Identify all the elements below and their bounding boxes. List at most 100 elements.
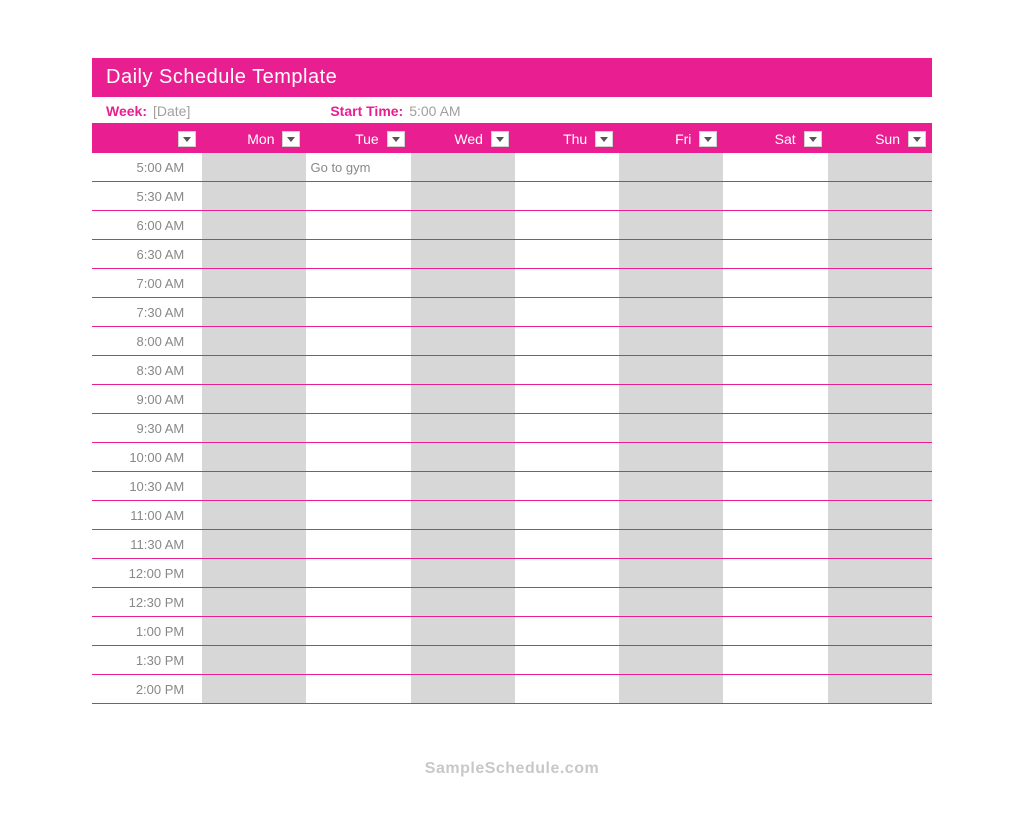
schedule-cell[interactable] [202,559,306,588]
schedule-cell[interactable] [828,327,932,356]
schedule-cell[interactable] [619,646,723,675]
schedule-cell[interactable] [619,182,723,211]
schedule-cell[interactable] [306,327,410,356]
schedule-cell[interactable] [723,472,827,501]
schedule-cell[interactable] [723,269,827,298]
schedule-cell[interactable] [619,385,723,414]
schedule-cell[interactable] [411,211,515,240]
schedule-cell[interactable] [619,269,723,298]
schedule-cell[interactable] [723,298,827,327]
schedule-cell[interactable] [619,472,723,501]
filter-dropdown-icon[interactable] [282,131,300,147]
schedule-cell[interactable] [202,269,306,298]
schedule-cell[interactable] [411,472,515,501]
filter-dropdown-icon[interactable] [699,131,717,147]
schedule-cell[interactable] [411,385,515,414]
schedule-cell[interactable] [202,182,306,211]
schedule-cell[interactable] [515,298,619,327]
schedule-cell[interactable] [202,385,306,414]
schedule-cell[interactable] [411,356,515,385]
schedule-cell[interactable] [515,211,619,240]
schedule-cell[interactable] [411,443,515,472]
schedule-cell[interactable] [202,501,306,530]
schedule-cell[interactable] [619,617,723,646]
schedule-cell[interactable] [619,298,723,327]
filter-dropdown-icon[interactable] [908,131,926,147]
schedule-cell[interactable] [515,588,619,617]
schedule-cell[interactable] [306,211,410,240]
schedule-cell[interactable] [828,559,932,588]
schedule-cell[interactable] [515,501,619,530]
schedule-cell[interactable] [411,559,515,588]
schedule-cell[interactable] [619,501,723,530]
schedule-cell[interactable] [619,414,723,443]
schedule-cell[interactable] [202,153,306,182]
schedule-cell[interactable] [202,530,306,559]
schedule-cell[interactable] [828,530,932,559]
schedule-cell[interactable] [828,443,932,472]
schedule-cell[interactable] [411,530,515,559]
schedule-cell[interactable] [515,530,619,559]
schedule-cell[interactable] [723,501,827,530]
schedule-cell[interactable] [306,472,410,501]
schedule-cell[interactable] [515,240,619,269]
schedule-cell[interactable] [723,559,827,588]
schedule-cell[interactable] [202,356,306,385]
schedule-cell[interactable] [515,675,619,704]
schedule-cell[interactable] [828,269,932,298]
schedule-cell[interactable] [411,182,515,211]
schedule-cell[interactable] [515,269,619,298]
schedule-cell[interactable] [723,588,827,617]
schedule-cell[interactable] [619,443,723,472]
schedule-cell[interactable] [411,298,515,327]
schedule-cell[interactable] [515,182,619,211]
schedule-cell[interactable] [411,153,515,182]
schedule-cell[interactable] [723,617,827,646]
schedule-cell[interactable] [306,675,410,704]
schedule-cell[interactable] [723,211,827,240]
schedule-cell[interactable] [515,472,619,501]
schedule-cell[interactable] [515,646,619,675]
filter-dropdown-icon[interactable] [595,131,613,147]
schedule-cell[interactable] [306,269,410,298]
schedule-cell[interactable] [619,559,723,588]
schedule-cell[interactable] [306,646,410,675]
schedule-cell[interactable] [619,530,723,559]
schedule-cell[interactable] [306,559,410,588]
schedule-cell[interactable] [828,501,932,530]
schedule-cell[interactable] [828,385,932,414]
filter-dropdown-icon[interactable] [804,131,822,147]
schedule-cell[interactable] [828,356,932,385]
schedule-cell[interactable] [202,240,306,269]
schedule-cell[interactable] [515,414,619,443]
schedule-cell[interactable] [723,182,827,211]
schedule-cell[interactable] [202,675,306,704]
schedule-cell[interactable] [828,298,932,327]
schedule-cell[interactable] [411,617,515,646]
schedule-cell[interactable] [723,153,827,182]
schedule-cell[interactable] [306,501,410,530]
schedule-cell[interactable] [202,646,306,675]
schedule-cell[interactable] [411,588,515,617]
schedule-cell[interactable] [306,385,410,414]
schedule-cell[interactable] [202,327,306,356]
schedule-cell[interactable] [306,588,410,617]
schedule-cell[interactable] [723,414,827,443]
schedule-cell[interactable] [411,327,515,356]
schedule-cell[interactable] [411,501,515,530]
schedule-cell[interactable] [411,414,515,443]
schedule-cell[interactable] [515,385,619,414]
schedule-cell[interactable] [515,559,619,588]
schedule-cell[interactable] [202,211,306,240]
schedule-cell[interactable] [306,414,410,443]
schedule-cell[interactable] [619,240,723,269]
schedule-cell[interactable] [411,675,515,704]
schedule-cell[interactable] [723,240,827,269]
schedule-cell[interactable] [202,443,306,472]
schedule-cell[interactable] [202,617,306,646]
schedule-cell[interactable] [306,443,410,472]
schedule-cell[interactable] [306,240,410,269]
schedule-cell[interactable] [515,327,619,356]
schedule-cell[interactable] [619,356,723,385]
filter-dropdown-icon[interactable] [491,131,509,147]
